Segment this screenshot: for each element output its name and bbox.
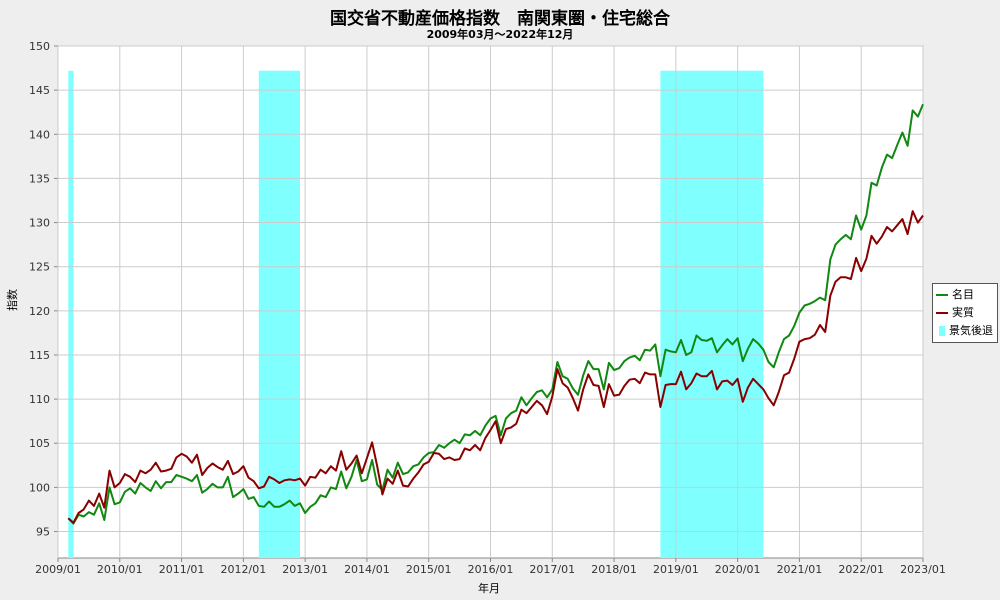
legend-item-nominal: 名目 xyxy=(936,286,994,304)
x-tick-label: 2022/01 xyxy=(838,563,884,576)
legend-item-recession: 景気後退 xyxy=(936,322,994,340)
recession-swatch xyxy=(939,326,945,336)
x-tick-label: 2018/01 xyxy=(591,563,637,576)
x-tick-label: 2023/01 xyxy=(900,563,946,576)
x-tick-label: 2019/01 xyxy=(653,563,699,576)
y-tick-label: 110 xyxy=(29,393,50,406)
legend-label-nominal: 名目 xyxy=(952,288,974,301)
real-series-line xyxy=(67,210,924,524)
x-tick-label: 2021/01 xyxy=(777,563,823,576)
x-tick-label: 2020/01 xyxy=(715,563,761,576)
legend-label-real: 実質 xyxy=(952,306,974,319)
y-tick-label: 115 xyxy=(29,349,50,362)
y-axis-label: 指数 xyxy=(6,289,19,311)
y-tick-label: 105 xyxy=(29,437,50,450)
y-tick-label: 120 xyxy=(29,305,50,318)
y-tick-label: 140 xyxy=(29,128,50,141)
y-tick-label: 135 xyxy=(29,172,50,185)
y-tick-label: 130 xyxy=(29,217,50,230)
recession-band-2 xyxy=(660,70,764,559)
x-tick-label: 2013/01 xyxy=(282,563,328,576)
y-tick-label: 95 xyxy=(36,526,50,539)
nominal-swatch xyxy=(936,294,948,296)
y-tick-label: 125 xyxy=(29,261,50,274)
recession-band-0 xyxy=(68,70,74,559)
real-swatch xyxy=(936,312,948,314)
x-tick-label: 2015/01 xyxy=(406,563,452,576)
x-tick-label: 2016/01 xyxy=(468,563,514,576)
chart-title: 国交省不動産価格指数 南関東圏・住宅総合 xyxy=(330,9,670,29)
chart-subtitle: 2009年03月～2022年12月 xyxy=(426,28,574,41)
x-tick-label: 2017/01 xyxy=(529,563,575,576)
recession-band-1 xyxy=(258,70,300,559)
legend: 名目 実質 景気後退 xyxy=(932,283,998,343)
x-tick-label: 2009/01 xyxy=(35,563,81,576)
x-tick-label: 2011/01 xyxy=(159,563,205,576)
legend-item-real: 実質 xyxy=(936,304,994,322)
x-axis-label: 年月 xyxy=(478,582,500,595)
x-tick-label: 2012/01 xyxy=(221,563,267,576)
legend-label-recession: 景気後退 xyxy=(949,324,993,337)
x-tick-label: 2014/01 xyxy=(344,563,390,576)
nominal-series-line xyxy=(67,103,924,525)
y-tick-label: 100 xyxy=(29,481,50,494)
y-tick-label: 150 xyxy=(29,40,50,53)
y-tick-label: 145 xyxy=(29,84,50,97)
x-tick-label: 2010/01 xyxy=(97,563,143,576)
